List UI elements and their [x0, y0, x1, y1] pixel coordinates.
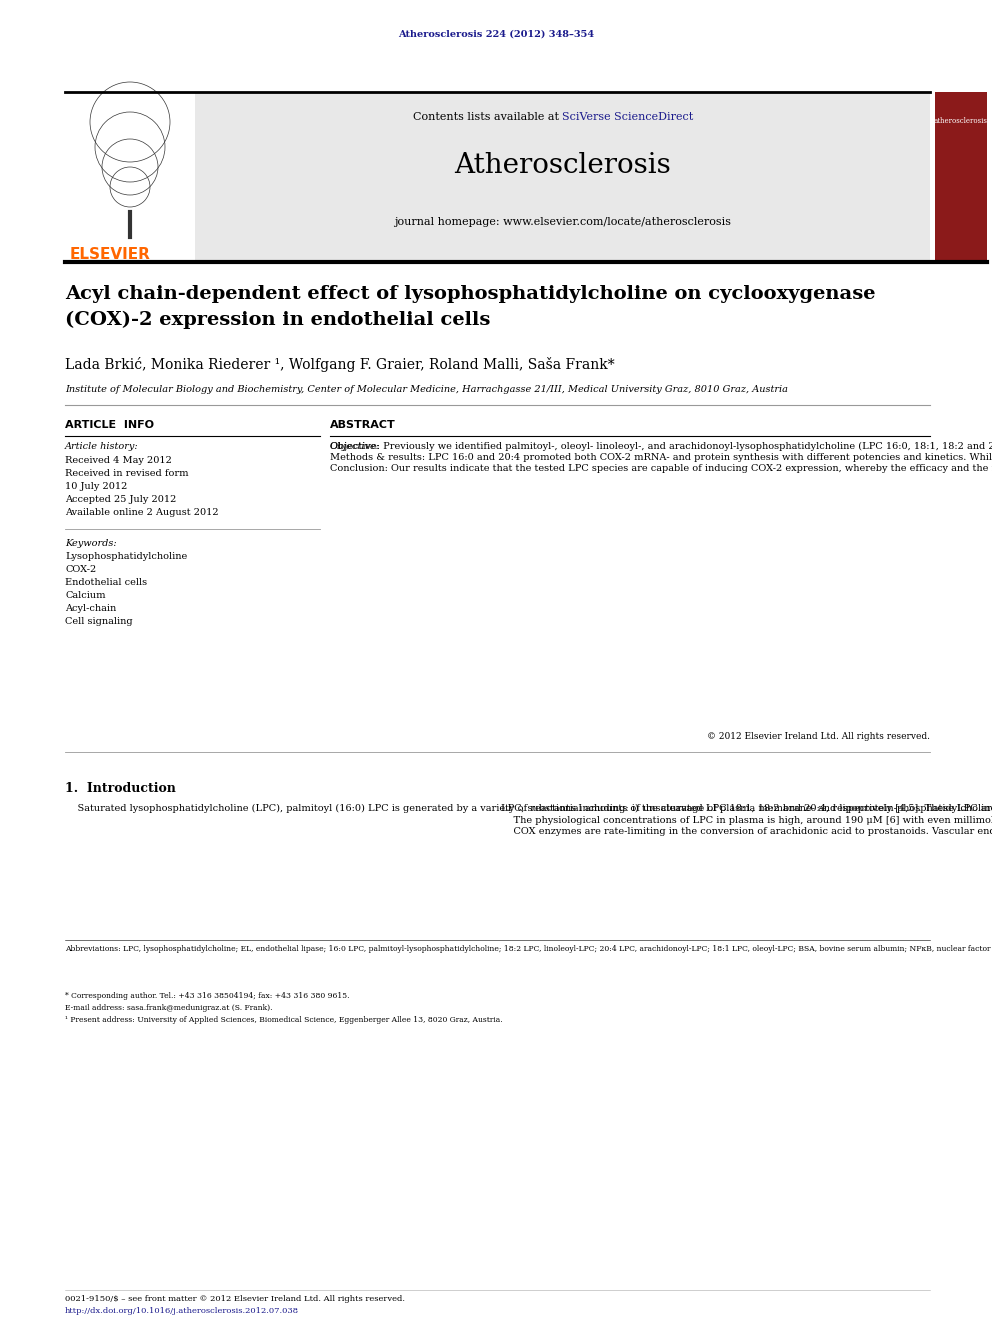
Text: Lysophosphatidylcholine: Lysophosphatidylcholine [65, 552, 187, 561]
Text: Lada Brkić, Monika Riederer ¹, Wolfgang F. Graier, Roland Malli, Saša Frank*: Lada Brkić, Monika Riederer ¹, Wolfgang … [65, 357, 615, 372]
Text: Objective: Previously we identified palmitoyl-, oleoyl- linoleoyl-, and arachido: Objective: Previously we identified palm… [330, 442, 992, 474]
Text: Accepted 25 July 2012: Accepted 25 July 2012 [65, 495, 177, 504]
Text: 10 July 2012: 10 July 2012 [65, 482, 127, 491]
Text: Received 4 May 2012: Received 4 May 2012 [65, 456, 172, 464]
Text: E-mail address: sasa.frank@medunigraz.at (S. Frank).: E-mail address: sasa.frank@medunigraz.at… [65, 1004, 273, 1012]
Text: * Corresponding author. Tel.: +43 316 38504194; fax: +43 316 380 9615.: * Corresponding author. Tel.: +43 316 38… [65, 992, 349, 1000]
Text: Calcium: Calcium [65, 591, 105, 601]
Bar [65, 93, 195, 262]
Text: LPC, substantial amounts of unsaturated LPC 18:1, 18:2 and 20:4, respectively [4: LPC, substantial amounts of unsaturated … [501, 804, 992, 836]
Text: atherosclerosis: atherosclerosis [934, 116, 988, 124]
Text: (COX)-2 expression in endothelial cells: (COX)-2 expression in endothelial cells [65, 311, 490, 329]
Text: ¹ Present address: University of Applied Sciences, Biomedical Science, Eggenberg: ¹ Present address: University of Applied… [65, 1016, 503, 1024]
Text: Endothelial cells: Endothelial cells [65, 578, 147, 587]
Bar [65, 93, 930, 262]
Text: ARTICLE  INFO: ARTICLE INFO [65, 419, 154, 430]
Text: 0021-9150/$ – see front matter © 2012 Elsevier Ireland Ltd. All rights reserved.: 0021-9150/$ – see front matter © 2012 El… [65, 1295, 405, 1303]
Text: Received in revised form: Received in revised form [65, 468, 188, 478]
Text: ELSEVIER: ELSEVIER [70, 247, 151, 262]
Text: Saturated lysophosphatidylcholine (LPC), palmitoyl (16:0) LPC is generated by a : Saturated lysophosphatidylcholine (LPC),… [65, 804, 992, 814]
Text: © 2012 Elsevier Ireland Ltd. All rights reserved.: © 2012 Elsevier Ireland Ltd. All rights … [707, 732, 930, 741]
Text: Contents lists available at: Contents lists available at [413, 112, 562, 122]
Text: Article history:: Article history: [65, 442, 139, 451]
Text: http://dx.doi.org/10.1016/j.atherosclerosis.2012.07.038: http://dx.doi.org/10.1016/j.atherosclero… [65, 1307, 300, 1315]
Text: ABSTRACT: ABSTRACT [330, 419, 396, 430]
Text: SciVerse ScienceDirect: SciVerse ScienceDirect [562, 112, 693, 122]
Text: Cell signaling: Cell signaling [65, 617, 133, 626]
Text: Acyl chain-dependent effect of lysophosphatidylcholine on cyclooxygenase: Acyl chain-dependent effect of lysophosp… [65, 284, 876, 303]
Text: Atherosclerosis: Atherosclerosis [454, 152, 671, 179]
Text: Acyl-chain: Acyl-chain [65, 605, 116, 613]
Text: COX-2: COX-2 [65, 565, 96, 574]
Text: Institute of Molecular Biology and Biochemistry, Center of Molecular Medicine, H: Institute of Molecular Biology and Bioch… [65, 385, 788, 394]
Text: Keywords:: Keywords: [65, 538, 117, 548]
Text: Available online 2 August 2012: Available online 2 August 2012 [65, 508, 218, 517]
Text: journal homepage: www.elsevier.com/locate/atherosclerosis: journal homepage: www.elsevier.com/locat… [394, 217, 731, 228]
Text: Atherosclerosis 224 (2012) 348–354: Atherosclerosis 224 (2012) 348–354 [398, 30, 594, 38]
Text: 1.  Introduction: 1. Introduction [65, 782, 176, 795]
Bar [935, 93, 987, 262]
Text: Abbreviations: LPC, lysophosphatidylcholine; EL, endothelial lipase; 16:0 LPC, p: Abbreviations: LPC, lysophosphatidylchol… [65, 945, 992, 953]
Text: Objective:: Objective: [330, 442, 380, 451]
